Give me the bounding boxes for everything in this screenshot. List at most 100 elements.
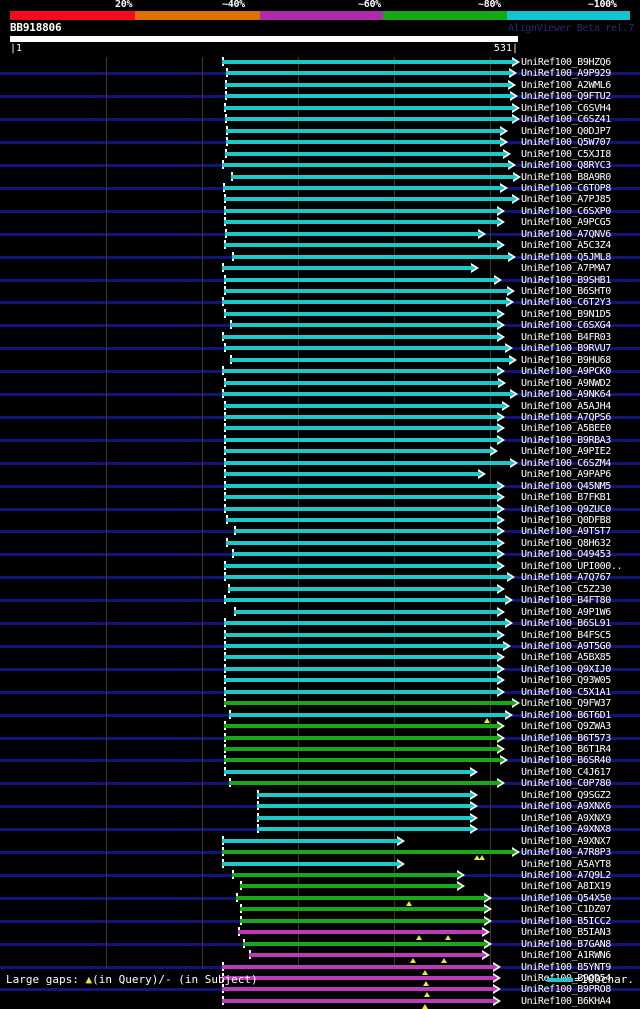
hit-bar[interactable]	[232, 552, 497, 557]
alignment-row[interactable]: UniRef100_A7QPS6	[0, 411, 640, 423]
alignment-row[interactable]: UniRef100_B9RVU7	[0, 343, 640, 354]
hit-bar[interactable]	[225, 117, 512, 122]
hit-bar[interactable]	[222, 976, 493, 980]
alignment-row[interactable]: UniRef100_C1DZ07	[0, 904, 640, 915]
alignment-row[interactable]: UniRef100_Q8H632	[0, 537, 640, 549]
hit-label[interactable]: UniRef100_Q9ZUC0	[521, 503, 611, 515]
hit-label[interactable]: UniRef100_B4FT80	[521, 595, 611, 607]
hit-label[interactable]: UniRef100_B5ICC2	[521, 915, 611, 927]
hit-bar[interactable]	[224, 243, 497, 248]
hit-bar[interactable]	[234, 529, 497, 534]
hit-label[interactable]: UniRef100_Q5JML8	[521, 251, 611, 263]
hit-label[interactable]: UniRef100_B8A9R0	[521, 171, 611, 183]
hit-bar[interactable]	[257, 827, 470, 832]
alignment-row[interactable]: UniRef100_B9HZQ6	[0, 57, 640, 68]
hit-bar[interactable]	[224, 575, 507, 580]
alignment-row[interactable]: UniRef100_B9HU68	[0, 354, 640, 366]
hit-label[interactable]: UniRef100_A9NWD2	[521, 377, 611, 389]
hit-label[interactable]: UniRef100_A9XNX7	[521, 835, 611, 847]
hit-label[interactable]: UniRef100_B9N1D5	[521, 308, 611, 320]
alignment-row[interactable]: UniRef100_A5AJH4	[0, 400, 640, 412]
alignment-row[interactable]: UniRef100_A9XNX9	[0, 812, 640, 824]
hit-label[interactable]: UniRef100_A9PIE2	[521, 446, 611, 458]
hit-label[interactable]: UniRef100_Q0DFB8	[521, 515, 611, 526]
hit-label[interactable]: UniRef100_B6SR40	[521, 755, 611, 767]
hit-label[interactable]: UniRef100_O49453	[521, 549, 611, 561]
hit-bar[interactable]	[224, 769, 470, 774]
hit-label[interactable]: UniRef100_C6SZM4	[521, 457, 611, 469]
hit-bar[interactable]	[224, 724, 497, 729]
alignment-row[interactable]: UniRef100_B8A9R0	[0, 171, 640, 183]
hit-label[interactable]: UniRef100_A7QPS6	[521, 411, 611, 423]
hit-bar[interactable]	[224, 414, 497, 419]
hit-bar[interactable]	[224, 380, 498, 385]
hit-label[interactable]: UniRef100_A9T5G0	[521, 640, 611, 652]
hit-bar[interactable]	[224, 701, 512, 706]
hit-label[interactable]: UniRef100_A7Q9L2	[521, 869, 611, 881]
hit-bar[interactable]	[224, 460, 510, 465]
hit-label[interactable]: UniRef100_B9RVU7	[521, 343, 611, 355]
hit-label[interactable]: UniRef100_B6KHA4	[521, 995, 611, 1007]
alignment-row[interactable]: UniRef100_B4FR03	[0, 331, 640, 343]
alignment-row[interactable]: UniRef100_B7FKB1	[0, 492, 640, 503]
hit-bar[interactable]	[226, 140, 500, 145]
hit-bar[interactable]	[224, 277, 494, 282]
hit-bar[interactable]	[222, 300, 506, 305]
hit-bar[interactable]	[224, 678, 497, 683]
hit-label[interactable]: UniRef100_Q9FW37	[521, 698, 611, 710]
alignment-row[interactable]: UniRef100_A5BX85	[0, 652, 640, 663]
hit-bar[interactable]	[224, 437, 497, 442]
alignment-row[interactable]: UniRef100_C6SVH4	[0, 102, 640, 114]
alignment-row[interactable]: UniRef100_B6SR40	[0, 755, 640, 766]
alignment-row[interactable]: UniRef100_B5ICC2	[0, 915, 640, 927]
hit-label[interactable]: UniRef100_Q45NM5	[521, 480, 611, 492]
hit-label[interactable]: UniRef100_C6SXG4	[521, 320, 611, 332]
hit-label[interactable]: UniRef100_C6T2Y3	[521, 297, 611, 309]
alignment-row[interactable]: UniRef100_Q9ZWA3	[0, 721, 640, 732]
hit-bar[interactable]	[222, 861, 397, 866]
hit-label[interactable]: UniRef100_B6T1R4	[521, 744, 611, 755]
hit-label[interactable]: UniRef100_A9NK64	[521, 389, 611, 401]
hit-bar[interactable]	[225, 231, 478, 236]
alignment-row[interactable]: UniRef100_A9NWD2	[0, 377, 640, 389]
hit-label[interactable]: UniRef100_A5BEE0	[521, 423, 611, 435]
hit-bar[interactable]	[234, 609, 497, 614]
hit-bar[interactable]	[224, 197, 512, 202]
alignment-row[interactable]: UniRef100_C0P780	[0, 778, 640, 789]
hit-label[interactable]: UniRef100_Q5W707	[521, 137, 611, 149]
hit-bar[interactable]	[226, 71, 509, 76]
hit-bar[interactable]	[224, 689, 497, 694]
hit-bar[interactable]	[257, 804, 470, 809]
hit-label[interactable]: UniRef100_Q8RYC3	[521, 160, 611, 172]
alignment-row[interactable]: UniRef100_B6T6D1	[0, 709, 640, 723]
hit-label[interactable]: UniRef100_Q9FTU2	[521, 91, 611, 103]
hit-bar[interactable]	[222, 838, 397, 843]
hit-bar[interactable]	[224, 311, 497, 316]
hit-label[interactable]: UniRef100_A9PCK0	[521, 366, 611, 378]
hit-label[interactable]: UniRef100_C6TOP8	[521, 182, 611, 194]
hit-label[interactable]: UniRef100_B5YNT9	[521, 961, 611, 973]
hit-bar[interactable]	[224, 289, 507, 293]
alignment-row[interactable]: UniRef100_Q9SGZ2	[0, 789, 640, 801]
alignment-row[interactable]: UniRef100_B6T573	[0, 732, 640, 744]
alignment-row[interactable]: UniRef100_A7Q767	[0, 572, 640, 583]
hit-label[interactable]: UniRef100_A1RWN6	[521, 950, 611, 962]
alignment-row[interactable]: UniRef100_C5Z230	[0, 583, 640, 595]
alignment-row[interactable]: UniRef100_A7Q9L2	[0, 869, 640, 881]
hit-bar[interactable]	[224, 472, 478, 477]
hit-label[interactable]: UniRef100_C5Z230	[521, 583, 611, 595]
hit-label[interactable]: UniRef100_B9SHB1	[521, 274, 611, 286]
hit-bar[interactable]	[222, 266, 471, 271]
hit-bar[interactable]	[224, 758, 500, 763]
alignment-row[interactable]: UniRef100_A7R8P3	[0, 847, 640, 861]
hit-label[interactable]: UniRef100_Q93W05	[521, 675, 611, 687]
hit-label[interactable]: UniRef100_C0P780	[521, 778, 611, 790]
hit-label[interactable]: UniRef100_B4FR03	[521, 331, 611, 343]
hit-label[interactable]: UniRef100_B7GAN8	[521, 938, 611, 950]
alignment-row[interactable]: UniRef100_Q93W05	[0, 675, 640, 686]
alignment-row[interactable]: UniRef100_B6KHA4	[0, 995, 640, 1009]
hit-bar[interactable]	[224, 220, 497, 225]
hit-label[interactable]: UniRef100_A5AYT8	[521, 858, 611, 870]
hit-label[interactable]: UniRef100_A9XNX9	[521, 812, 611, 824]
hit-label[interactable]: UniRef100_C6SZ41	[521, 114, 611, 126]
